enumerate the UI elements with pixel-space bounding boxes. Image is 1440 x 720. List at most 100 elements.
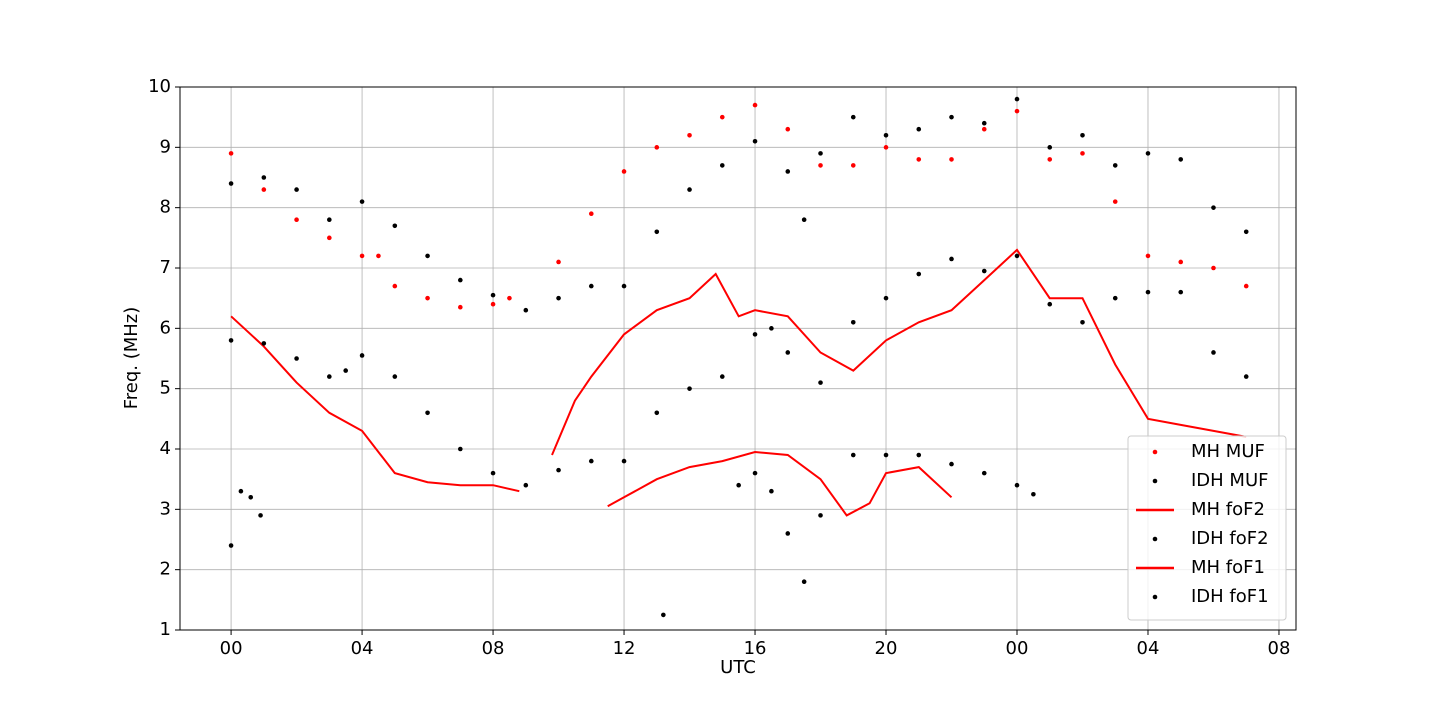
data-point	[261, 341, 267, 346]
data-point	[425, 253, 430, 259]
data-point	[507, 295, 512, 301]
data-point	[850, 163, 856, 168]
data-point	[1211, 265, 1216, 271]
data-point	[294, 356, 299, 361]
x-tick-label: 04	[351, 638, 374, 659]
data-point	[359, 199, 365, 204]
data-point	[294, 217, 299, 223]
data-point	[687, 132, 692, 138]
data-point	[458, 277, 463, 283]
data-point	[661, 612, 666, 618]
data-point	[588, 283, 594, 289]
x-tick-label: 20	[875, 638, 898, 659]
data-point	[785, 169, 791, 174]
data-point	[654, 145, 660, 150]
y-tick-label: 9	[160, 136, 171, 157]
data-point	[1112, 199, 1118, 204]
data-point	[588, 211, 594, 216]
data-point	[850, 452, 856, 458]
data-point	[1243, 229, 1249, 235]
data-point	[916, 157, 922, 162]
y-tick-label: 7	[160, 257, 171, 278]
data-point	[1145, 253, 1151, 259]
legend-swatch	[1152, 478, 1158, 484]
data-point	[248, 494, 254, 500]
data-point	[621, 169, 627, 174]
data-point	[556, 295, 561, 301]
data-point	[1014, 253, 1020, 259]
data-point	[228, 181, 234, 186]
y-tick-label: 1	[160, 619, 171, 640]
data-point	[850, 114, 856, 120]
y-axis-label: Freq. (MHz)	[121, 307, 142, 410]
legend-label: IDH foF2	[1191, 528, 1269, 549]
data-point	[228, 543, 234, 548]
data-point	[490, 301, 496, 307]
x-tick-label: 08	[1268, 638, 1291, 659]
data-point	[785, 350, 791, 355]
data-point	[752, 139, 758, 144]
data-point	[981, 120, 987, 126]
data-point	[1178, 289, 1184, 295]
data-point	[1014, 108, 1020, 114]
legend-label: MH foF2	[1191, 499, 1265, 520]
data-point	[769, 488, 774, 494]
x-tick-label: 00	[1006, 638, 1029, 659]
data-point	[1211, 350, 1216, 355]
data-point	[228, 151, 234, 156]
data-point	[1178, 157, 1184, 162]
data-point	[818, 380, 823, 385]
data-point	[359, 353, 365, 358]
data-point	[801, 217, 807, 223]
data-point	[769, 326, 774, 331]
data-point	[654, 410, 660, 416]
data-point	[1243, 374, 1249, 379]
x-tick-label: 00	[220, 638, 243, 659]
data-point	[883, 145, 889, 150]
y-tick-label: 4	[160, 438, 171, 459]
data-point	[425, 410, 430, 416]
data-point	[1047, 145, 1053, 150]
data-point	[719, 374, 725, 379]
data-point	[1178, 259, 1184, 265]
data-point	[949, 256, 954, 262]
data-point	[392, 374, 398, 379]
y-tick-label: 8	[160, 197, 171, 218]
data-point	[327, 217, 332, 223]
x-tick-label: 04	[1137, 638, 1160, 659]
data-point	[523, 307, 529, 313]
data-point	[916, 126, 922, 132]
data-point	[1243, 283, 1249, 289]
data-point	[1112, 163, 1118, 168]
legend-swatch	[1152, 594, 1158, 600]
data-point	[981, 470, 987, 476]
data-point	[736, 482, 741, 488]
data-point	[621, 458, 627, 464]
y-tick-label: 3	[160, 498, 171, 519]
data-point	[801, 579, 807, 585]
data-point	[458, 304, 463, 310]
x-tick-label: 12	[613, 638, 636, 659]
legend-label: IDH foF1	[1191, 586, 1269, 607]
data-line	[607, 450, 953, 517]
data-point	[392, 223, 398, 229]
legend-swatch	[1152, 449, 1158, 455]
data-point	[556, 467, 561, 473]
data-point	[490, 470, 496, 476]
data-point	[1145, 151, 1151, 156]
data-point	[490, 292, 496, 298]
data-point	[883, 295, 889, 301]
data-point	[818, 151, 823, 156]
y-tick-label: 2	[160, 559, 171, 580]
data-point	[752, 332, 758, 337]
data-point	[687, 386, 692, 391]
data-point	[1047, 301, 1053, 307]
data-point	[883, 132, 889, 138]
legend-swatch	[1152, 536, 1158, 542]
data-point	[425, 295, 430, 301]
data-point	[752, 102, 758, 108]
data-point	[588, 458, 594, 464]
data-point	[916, 452, 922, 458]
data-point	[376, 253, 381, 259]
data-point	[294, 187, 299, 192]
